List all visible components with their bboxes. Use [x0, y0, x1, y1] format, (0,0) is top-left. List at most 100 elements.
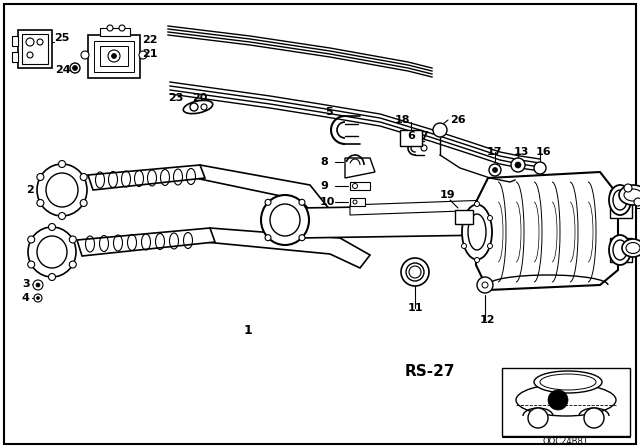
Text: 4: 4	[22, 293, 30, 303]
Bar	[350, 182, 370, 190]
Circle shape	[489, 164, 501, 176]
Circle shape	[461, 244, 467, 249]
Polygon shape	[350, 200, 490, 215]
Text: OOC24B81: OOC24B81	[543, 438, 589, 447]
Circle shape	[69, 261, 76, 268]
Text: 17: 17	[487, 147, 502, 157]
Text: 8: 8	[320, 157, 328, 167]
Circle shape	[36, 297, 40, 300]
Circle shape	[58, 212, 65, 220]
Ellipse shape	[626, 242, 640, 254]
Circle shape	[33, 280, 43, 290]
Circle shape	[111, 53, 116, 59]
Text: 25: 25	[54, 33, 69, 43]
Circle shape	[511, 158, 525, 172]
Ellipse shape	[46, 173, 78, 207]
Circle shape	[433, 123, 447, 137]
Ellipse shape	[624, 189, 640, 201]
Ellipse shape	[609, 185, 631, 215]
Ellipse shape	[37, 164, 87, 216]
Text: 10: 10	[320, 197, 335, 207]
Polygon shape	[610, 190, 632, 218]
Polygon shape	[476, 172, 618, 290]
Polygon shape	[610, 238, 632, 262]
Circle shape	[69, 236, 76, 243]
Circle shape	[107, 25, 113, 31]
Circle shape	[515, 162, 521, 168]
Circle shape	[119, 25, 125, 31]
Circle shape	[72, 65, 77, 70]
Text: 24: 24	[55, 65, 70, 75]
Circle shape	[265, 199, 271, 205]
Circle shape	[488, 215, 493, 220]
Circle shape	[353, 184, 358, 189]
Circle shape	[37, 199, 44, 207]
Text: 2: 2	[26, 185, 34, 195]
Text: 18: 18	[395, 115, 410, 125]
Circle shape	[474, 258, 479, 263]
Polygon shape	[94, 41, 134, 72]
Text: 16: 16	[536, 147, 552, 157]
Circle shape	[81, 51, 89, 59]
Polygon shape	[88, 165, 205, 190]
Text: 26: 26	[450, 115, 466, 125]
Text: RS-27: RS-27	[404, 365, 455, 379]
Text: 12: 12	[480, 315, 495, 325]
Polygon shape	[18, 30, 52, 68]
Circle shape	[528, 408, 548, 428]
Circle shape	[34, 294, 42, 302]
Text: 13: 13	[514, 147, 529, 157]
Polygon shape	[205, 228, 370, 268]
Ellipse shape	[619, 185, 640, 205]
Ellipse shape	[37, 236, 67, 268]
Text: 11: 11	[408, 303, 424, 313]
Text: 6: 6	[407, 131, 415, 141]
Ellipse shape	[406, 263, 424, 281]
Circle shape	[474, 202, 479, 207]
Text: 5: 5	[325, 107, 333, 117]
Ellipse shape	[622, 239, 640, 257]
Circle shape	[201, 104, 207, 110]
Polygon shape	[77, 228, 215, 256]
Circle shape	[37, 39, 43, 45]
Polygon shape	[195, 165, 330, 220]
Circle shape	[477, 277, 493, 293]
Text: 22: 22	[142, 35, 157, 45]
Circle shape	[49, 273, 56, 280]
Circle shape	[37, 173, 44, 181]
Ellipse shape	[28, 227, 76, 277]
Circle shape	[548, 390, 568, 410]
Polygon shape	[300, 205, 490, 238]
Circle shape	[70, 63, 80, 73]
Polygon shape	[100, 46, 128, 66]
Circle shape	[28, 236, 35, 243]
Circle shape	[190, 103, 198, 111]
Ellipse shape	[534, 371, 602, 393]
Circle shape	[482, 282, 488, 288]
Circle shape	[299, 199, 305, 205]
Ellipse shape	[261, 195, 309, 245]
Circle shape	[108, 50, 120, 62]
Polygon shape	[12, 52, 18, 62]
Circle shape	[28, 261, 35, 268]
Circle shape	[421, 145, 427, 151]
Polygon shape	[345, 158, 375, 178]
Bar	[502, 368, 630, 436]
Circle shape	[493, 168, 497, 172]
Circle shape	[584, 408, 604, 428]
Ellipse shape	[609, 235, 631, 265]
Circle shape	[265, 235, 271, 241]
Ellipse shape	[613, 240, 627, 260]
Circle shape	[80, 199, 87, 207]
Bar	[350, 198, 365, 206]
Text: 19: 19	[440, 190, 456, 200]
Ellipse shape	[401, 258, 429, 286]
Circle shape	[634, 198, 640, 206]
Circle shape	[624, 184, 632, 192]
Ellipse shape	[183, 100, 212, 114]
Circle shape	[36, 283, 40, 287]
Circle shape	[353, 200, 357, 204]
Circle shape	[58, 160, 65, 168]
Ellipse shape	[613, 190, 627, 210]
Text: 3: 3	[22, 279, 29, 289]
